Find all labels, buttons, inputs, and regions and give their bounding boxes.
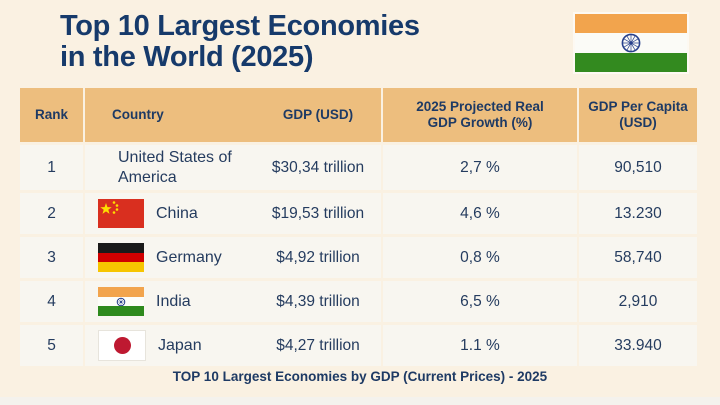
- header-country: Country: [112, 107, 164, 122]
- country-name: Germany: [156, 248, 222, 266]
- country-cell: China: [85, 193, 255, 234]
- country-name: Japan: [158, 336, 202, 354]
- gdp-value: $19,53 trillion: [255, 193, 383, 234]
- rank-value: 3: [20, 237, 85, 278]
- flag-green-band: [575, 52, 687, 72]
- table-row: 5 Japan $4,27 trillion 1.1 % 33.940: [20, 325, 697, 366]
- gdp-value: $4,39 trillion: [255, 281, 383, 322]
- growth-value: 6,5 %: [383, 281, 579, 322]
- rank-value: 2: [20, 193, 85, 234]
- per-capita-value: 58,740: [614, 248, 662, 266]
- per-capita-value: 33.940: [614, 336, 662, 354]
- india-flag-icon: [98, 287, 144, 317]
- rank-value: 4: [20, 281, 85, 322]
- per-capita-value: 90,510: [614, 158, 662, 176]
- country-name: India: [156, 292, 191, 310]
- growth-value: 2,7 %: [383, 145, 579, 190]
- country-name: United States of America: [118, 148, 232, 186]
- germany-flag-icon: [98, 243, 144, 273]
- caption-text: TOP 10 Largest Economies by GDP (Current…: [172, 369, 548, 384]
- japan-sun-disc: [113, 337, 131, 354]
- per-capita-value: 13.230: [614, 204, 662, 222]
- rank-value: 5: [20, 325, 85, 366]
- country-cell: Japan: [85, 325, 255, 366]
- flag-saffron-band: [575, 14, 687, 34]
- table-header-row: Rank Country GDP (USD) 2025 Projected Re…: [20, 88, 697, 142]
- page-title-line1: Top 10 Largest Economies: [60, 10, 420, 42]
- japan-flag-icon: [98, 330, 146, 361]
- table-row: 4: [20, 281, 697, 322]
- economies-table: Rank Country GDP (USD) 2025 Projected Re…: [20, 88, 697, 369]
- country-name: China: [156, 204, 198, 222]
- bottom-strip: [0, 397, 720, 405]
- per-capita-value: 2,910: [618, 292, 658, 310]
- gdp-value: $30,34 trillion: [255, 145, 383, 190]
- header-per-capita: GDP Per Capita (USD): [588, 99, 688, 130]
- ashoka-chakra-icon: [621, 33, 641, 53]
- gdp-value: $4,92 trillion: [255, 237, 383, 278]
- growth-value: 4,6 %: [383, 193, 579, 234]
- page-title-line2: in the World (2025): [60, 41, 314, 73]
- country-cell: Germany: [85, 237, 255, 278]
- india-flag-icon: [575, 14, 687, 72]
- table-row: 2 China $19,53 tri: [20, 193, 697, 234]
- table-row: 1 United States of America $30,34 trilli…: [20, 145, 697, 190]
- country-cell: United States of America: [85, 145, 255, 190]
- header-growth: 2025 Projected Real GDP Growth (%): [383, 88, 579, 142]
- header-rank: Rank: [20, 88, 85, 142]
- growth-value: 0,8 %: [383, 237, 579, 278]
- country-cell: India: [85, 281, 255, 322]
- page-title: Top 10 Largest Economies in the World (2…: [60, 11, 420, 73]
- rank-value: 1: [20, 145, 85, 190]
- china-flag-icon: [98, 199, 144, 228]
- flag-white-band: [575, 33, 687, 53]
- header-gdp: GDP (USD): [255, 88, 383, 142]
- gdp-value: $4,27 trillion: [255, 325, 383, 366]
- table-row: 3 Germany $4,92 trillion 0,8 % 58,740: [20, 237, 697, 278]
- growth-value: 1.1 %: [383, 325, 579, 366]
